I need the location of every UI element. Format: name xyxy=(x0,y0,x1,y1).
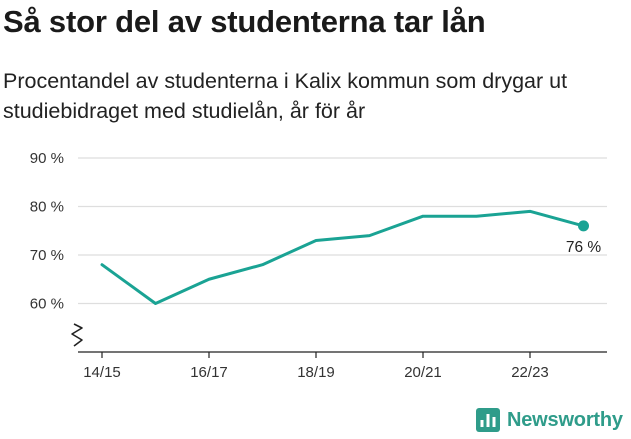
end-value-label: 76 % xyxy=(566,239,602,256)
gridlines xyxy=(78,157,607,305)
x-axis: 14/15 16/17 18/19 20/21 22/23 xyxy=(71,323,607,381)
data-point xyxy=(314,238,318,242)
x-tick-label: 16/17 xyxy=(190,364,228,381)
data-point xyxy=(475,214,479,218)
y-tick-label: 90 % xyxy=(30,150,64,167)
end-point xyxy=(578,220,589,232)
data-point xyxy=(207,277,211,281)
x-tick-label: 22/23 xyxy=(511,364,549,381)
chart-title: Så stor del av studenterna tar lån xyxy=(3,4,486,39)
series-layer xyxy=(100,209,589,305)
data-point xyxy=(368,234,372,238)
data-point xyxy=(421,214,425,218)
data-point xyxy=(528,209,532,213)
bar-chart-logo-icon xyxy=(476,408,500,432)
chart-subtitle: Procentandel av studenterna i Kalix komm… xyxy=(3,69,568,123)
x-tick-label: 20/21 xyxy=(404,364,442,381)
data-point xyxy=(100,263,104,267)
newsworthy-logo: Newsworthy xyxy=(476,408,623,432)
x-tick-label: 18/19 xyxy=(297,364,335,381)
series-line xyxy=(100,209,585,305)
brand-name: Newsworthy xyxy=(507,408,623,431)
axis-break-icon xyxy=(71,323,83,347)
y-tick-label: 60 % xyxy=(30,296,64,313)
y-axis-labels: 60 % 70 % 80 % 90 % xyxy=(30,150,64,313)
annotations: 76 % xyxy=(566,239,602,256)
data-point xyxy=(154,302,158,306)
y-tick-label: 70 % xyxy=(30,247,64,264)
y-tick-label: 80 % xyxy=(30,199,64,216)
x-tick-label: 14/15 xyxy=(83,364,121,381)
data-point xyxy=(261,263,265,267)
